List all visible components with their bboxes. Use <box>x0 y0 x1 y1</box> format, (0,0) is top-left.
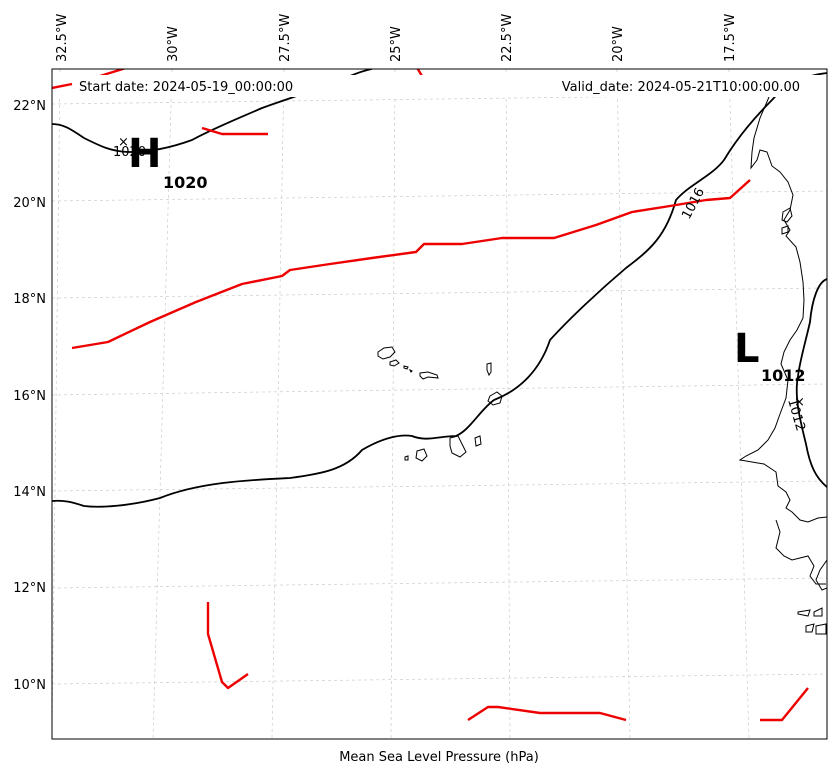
isobar-1016 <box>52 72 827 508</box>
low-value: 1012 <box>761 366 806 385</box>
lat-label-22n: 22°N <box>13 99 46 114</box>
cape-verde-brava <box>404 455 409 461</box>
latitude-labels: 22°N 20°N 18°N 16°N 14°N 12°N 10°N <box>13 99 46 693</box>
senegal-coast-detail <box>775 519 826 585</box>
lat-label-14n: 14°N <box>13 485 46 500</box>
meridian-20w <box>616 69 631 739</box>
map-caption: Mean Sea Level Pressure (hPa) <box>339 750 539 765</box>
map-border <box>51 68 828 740</box>
cape-verde-santa-luzia <box>403 365 413 373</box>
meridian-32-5w <box>52 69 61 739</box>
cape-verde-santo-antao <box>377 346 396 360</box>
track-near-high <box>201 126 268 136</box>
cape-verde-sao-nicolau <box>419 371 439 380</box>
lon-label-17-5w: 17.5°W <box>723 14 738 62</box>
map-frame <box>52 69 827 739</box>
valid-date-label: Valid_date: 2024-05-21T10:00:00.00 <box>562 80 800 95</box>
lon-label-25w: 25°W <box>389 26 404 62</box>
low-pressure-center: × L 1012 <box>734 326 806 410</box>
lat-label-20n: 20°N <box>13 196 46 211</box>
track-south-west <box>206 602 249 690</box>
low-center-marker-icon: × <box>794 395 805 410</box>
track-top-mid <box>416 69 424 77</box>
lon-label-20w: 20°W <box>611 26 626 62</box>
canary-western-islands <box>781 207 793 235</box>
meridian-27-5w <box>271 69 285 739</box>
longitude-labels: 32.5°W 30°W 27.5°W 25°W 22.5°W 20°W 17.5… <box>55 14 738 62</box>
track-south-east <box>760 687 809 722</box>
cape-verde-fogo <box>415 448 428 462</box>
lon-label-32-5w: 32.5°W <box>55 14 70 62</box>
cape-verde-sao-vicente <box>389 359 400 367</box>
cape-verde-maio <box>474 435 482 447</box>
lat-label-16n: 16°N <box>13 389 46 404</box>
bijagos-islands <box>797 607 827 635</box>
lon-label-22-5w: 22.5°W <box>500 14 515 62</box>
start-date-label: Start date: 2024-05-19_00:00:00 <box>79 80 293 95</box>
high-value: 1020 <box>163 173 208 192</box>
low-letter: L <box>734 326 760 372</box>
africa-coastline <box>738 96 827 739</box>
track-upper <box>71 179 751 350</box>
lat-label-18n: 18°N <box>13 292 46 307</box>
track-south-mid <box>467 705 627 722</box>
graticule <box>52 69 827 739</box>
high-center-marker-icon: × <box>118 135 129 150</box>
meridian-17-5w <box>728 69 750 739</box>
red-tracks <box>52 69 809 722</box>
high-pressure-center: × H 1020 <box>118 131 208 192</box>
lon-label-30w: 30°W <box>166 26 181 62</box>
meridian-25w <box>390 69 396 739</box>
isobar-label-1020: 1020 <box>113 145 146 160</box>
legend-track-swatch <box>52 82 73 90</box>
meridian-22-5w <box>505 69 511 739</box>
high-letter: H <box>128 131 161 177</box>
cape-verde-santiago <box>449 435 467 458</box>
cape-verde-boa-vista <box>487 391 503 406</box>
lat-label-10n: 10°N <box>13 678 46 693</box>
lat-label-12n: 12°N <box>13 581 46 596</box>
coastlines <box>377 96 827 739</box>
lon-label-27-5w: 27.5°W <box>278 14 293 62</box>
legend-backdrop <box>54 75 825 97</box>
meridian-30w <box>152 69 173 739</box>
isobar-1012 <box>795 278 827 488</box>
cape-verde-sal <box>486 362 492 377</box>
